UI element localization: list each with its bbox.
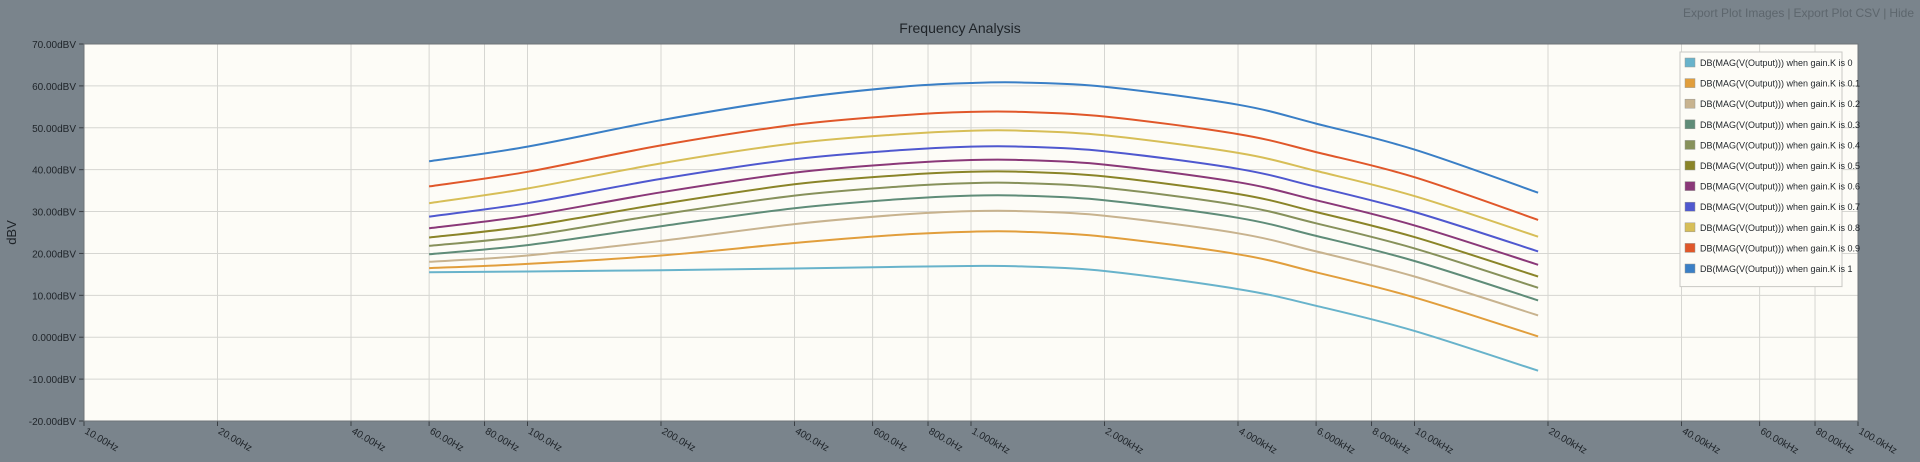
hide-link[interactable]: Hide (1889, 6, 1914, 20)
y-tick-label: 50.00dBV (32, 124, 76, 135)
legend-label: DB(MAG(V(Output))) when gain.K is 0.1 (1700, 79, 1860, 89)
legend-label: DB(MAG(V(Output))) when gain.K is 0.6 (1700, 182, 1860, 192)
series-line (428, 110, 1539, 221)
y-tick-label: -10.00dBV (29, 375, 77, 386)
x-tick-label: 40.00Hz (350, 426, 388, 454)
series-line (428, 145, 1539, 253)
x-tick-label: 400.0Hz (793, 426, 831, 454)
chart-title: Frequency Analysis (899, 20, 1021, 36)
legend-label: DB(MAG(V(Output))) when gain.K is 1 (1700, 264, 1853, 274)
legend-label: DB(MAG(V(Output))) when gain.K is 0.3 (1700, 120, 1860, 130)
x-tick-label: 800.0Hz (927, 426, 965, 454)
legend-swatch (1684, 140, 1696, 150)
series-line (428, 81, 1539, 194)
legend-swatch (1684, 201, 1696, 212)
y-tick-label: 20.00dBV (32, 249, 76, 260)
legend-label: DB(MAG(V(Output))) when gain.K is 0.5 (1700, 161, 1860, 171)
series-line (429, 194, 1539, 302)
x-tick-label: 8.000kHz (1370, 426, 1412, 457)
series-line (429, 209, 1539, 317)
x-tick-label: 2.000kHz (1103, 426, 1145, 457)
separator: | (1787, 6, 1791, 20)
x-tick-label: 10.00Hz (83, 426, 121, 454)
separator: | (1883, 6, 1887, 20)
plot-actions: Export Plot Images | Export Plot CSV | Hide (1683, 6, 1914, 20)
x-tick-label: 80.00Hz (483, 426, 521, 454)
plot-border (83, 43, 1859, 422)
x-tick-label: 4.000kHz (1237, 426, 1279, 457)
export-plot-csv-link[interactable]: Export Plot CSV (1793, 6, 1881, 20)
legend-label: DB(MAG(V(Output))) when gain.K is 0.8 (1700, 223, 1860, 233)
x-tick-label: 100.0Hz (526, 426, 564, 454)
legend-label: DB(MAG(V(Output))) when gain.K is 0.9 (1700, 243, 1860, 253)
x-tick-label: 600.0Hz (871, 426, 909, 454)
y-axis-label: dBV (4, 220, 19, 245)
x-tick-label: 20.00Hz (216, 426, 254, 454)
x-tick-label: 60.00Hz (428, 426, 466, 454)
legend: DB(MAG(V(Output))) when gain.K is 0 DB(MA… (1679, 51, 1860, 288)
legend-swatch (1684, 119, 1696, 130)
x-tick-label: 1.000kHz (970, 426, 1012, 457)
x-tick-label: 100.0kHz (1857, 426, 1899, 457)
legend-swatch (1684, 57, 1696, 68)
series-line (428, 158, 1539, 266)
x-tick-label: 20.00kHz (1547, 426, 1589, 457)
legend-label: DB(MAG(V(Output))) when gain.K is 0.4 (1700, 140, 1860, 150)
y-tick-label: 0.000dBV (32, 333, 76, 344)
y-tick-label: 40.00dBV (32, 166, 76, 177)
series-line (428, 129, 1539, 238)
series-line (428, 181, 1539, 289)
legend-label: DB(MAG(V(Output))) when gain.K is 0 (1700, 58, 1853, 68)
series-line (429, 230, 1539, 338)
legend-swatch (1684, 78, 1696, 88)
legend-label: DB(MAG(V(Output))) when gain.K is 0.7 (1700, 202, 1860, 212)
y-tick-label: 10.00dBV (32, 291, 76, 302)
legend-label: DB(MAG(V(Output))) when gain.K is 0.2 (1700, 99, 1860, 109)
x-tick-label: 200.0Hz (660, 426, 698, 454)
x-tick-label: 80.00kHz (1814, 426, 1856, 457)
series-line (429, 264, 1539, 372)
y-tick-label: 70.00dBV (32, 40, 76, 51)
legend-swatch (1684, 98, 1696, 109)
legend-swatch (1684, 243, 1696, 253)
y-tick-label: -20.00dBV (29, 417, 77, 428)
legend-swatch (1684, 181, 1696, 191)
x-tick-label: 60.00kHz (1758, 426, 1800, 457)
legend-box (1679, 51, 1843, 288)
x-tick-label: 40.00kHz (1680, 426, 1722, 457)
x-tick-label: 6.000kHz (1315, 426, 1357, 457)
legend-swatch (1684, 222, 1696, 233)
legend-swatch (1684, 263, 1696, 274)
y-tick-label: 30.00dBV (32, 208, 76, 219)
x-tick-label: 10.00kHz (1413, 426, 1455, 457)
export-plot-images-link[interactable]: Export Plot Images (1682, 6, 1785, 20)
series-line (428, 170, 1539, 278)
y-tick-label: 60.00dBV (32, 82, 76, 93)
legend-swatch (1684, 160, 1696, 171)
